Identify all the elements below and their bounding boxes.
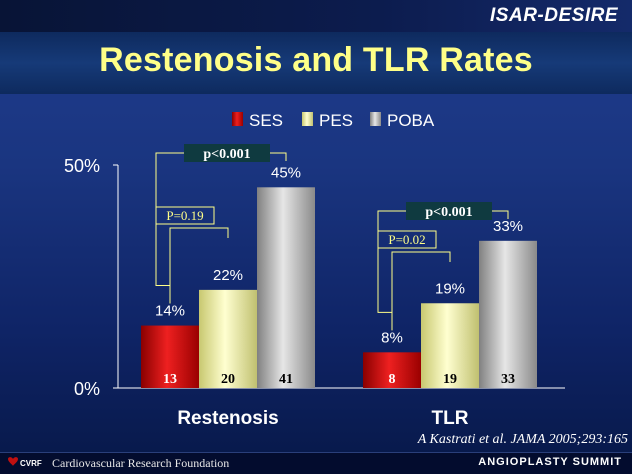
- bracket-line: [169, 227, 229, 304]
- pvalue-box: [155, 206, 215, 225]
- pvalue-label: p<0.001: [425, 205, 472, 220]
- chart-bars: 14% 13 8% 8 22% 20 19% 19 45% 41 33% 33: [141, 164, 537, 388]
- bracket-line: [377, 210, 509, 313]
- bar-value-label: 22%: [213, 267, 243, 284]
- footer-bar: [0, 452, 632, 474]
- x-category-label: Restenosis: [177, 408, 278, 429]
- legend-label-ses: SES: [249, 111, 283, 130]
- chart-legend: SES PES POBA: [232, 111, 435, 130]
- bar-poba: [479, 240, 537, 388]
- legend-swatch-poba: [370, 112, 381, 126]
- cvrf-logo-text: CVRF: [20, 459, 42, 468]
- summit-name: ANGIOPLASTY SUMMIT: [478, 456, 622, 468]
- bar-ses: [363, 352, 421, 388]
- cvrf-logo: CVRF: [8, 457, 42, 468]
- pvalue-box: [406, 202, 492, 220]
- bar-count-label: 19: [443, 372, 457, 387]
- title-band: [0, 32, 632, 94]
- bar-value-label: 14%: [155, 303, 185, 320]
- pvalue-box: [377, 230, 437, 249]
- heart-icon: [8, 457, 18, 466]
- bar-count-label: 41: [279, 372, 293, 387]
- legend-label-pes: PES: [319, 111, 353, 130]
- pvalue-label: P=0.19: [166, 208, 203, 223]
- pvalue-label: P=0.02: [388, 232, 425, 247]
- bar-ses: [141, 325, 199, 388]
- legend-swatch-pes: [302, 112, 313, 126]
- bracket-line: [391, 251, 451, 331]
- bar-value-label: 45%: [271, 164, 301, 181]
- pvalue-label: p<0.001: [203, 147, 250, 162]
- x-category-label: TLR: [432, 408, 469, 429]
- bar-pes: [199, 289, 257, 388]
- y-tick-label: 50%: [64, 156, 100, 176]
- citation: A Kastrati et al. JAMA 2005;293:165: [418, 432, 628, 448]
- top-bar: [0, 0, 632, 32]
- bar-pes: [421, 303, 479, 388]
- bar-count-label: 13: [163, 372, 177, 387]
- pvalue-box: [184, 144, 270, 162]
- legend-label-poba: POBA: [387, 111, 435, 130]
- brand-label: ISAR-DESIRE: [490, 5, 618, 26]
- bar-value-label: 33%: [493, 218, 523, 235]
- bracket-line: [155, 152, 287, 287]
- bar-count-label: 8: [389, 372, 396, 387]
- foundation-name: Cardiovascular Research Foundation: [52, 456, 230, 470]
- bar-value-label: 8%: [381, 329, 403, 346]
- bar-value-label: 19%: [435, 280, 465, 297]
- bar-poba: [257, 187, 315, 388]
- y-tick-label: 0%: [74, 379, 100, 399]
- bar-count-label: 33: [501, 372, 515, 387]
- slide-title: Restenosis and TLR Rates: [99, 41, 533, 79]
- legend-swatch-ses: [232, 112, 243, 126]
- bar-count-label: 20: [221, 372, 235, 387]
- citation-text: A Kastrati et al. JAMA 2005;293:165: [417, 432, 628, 447]
